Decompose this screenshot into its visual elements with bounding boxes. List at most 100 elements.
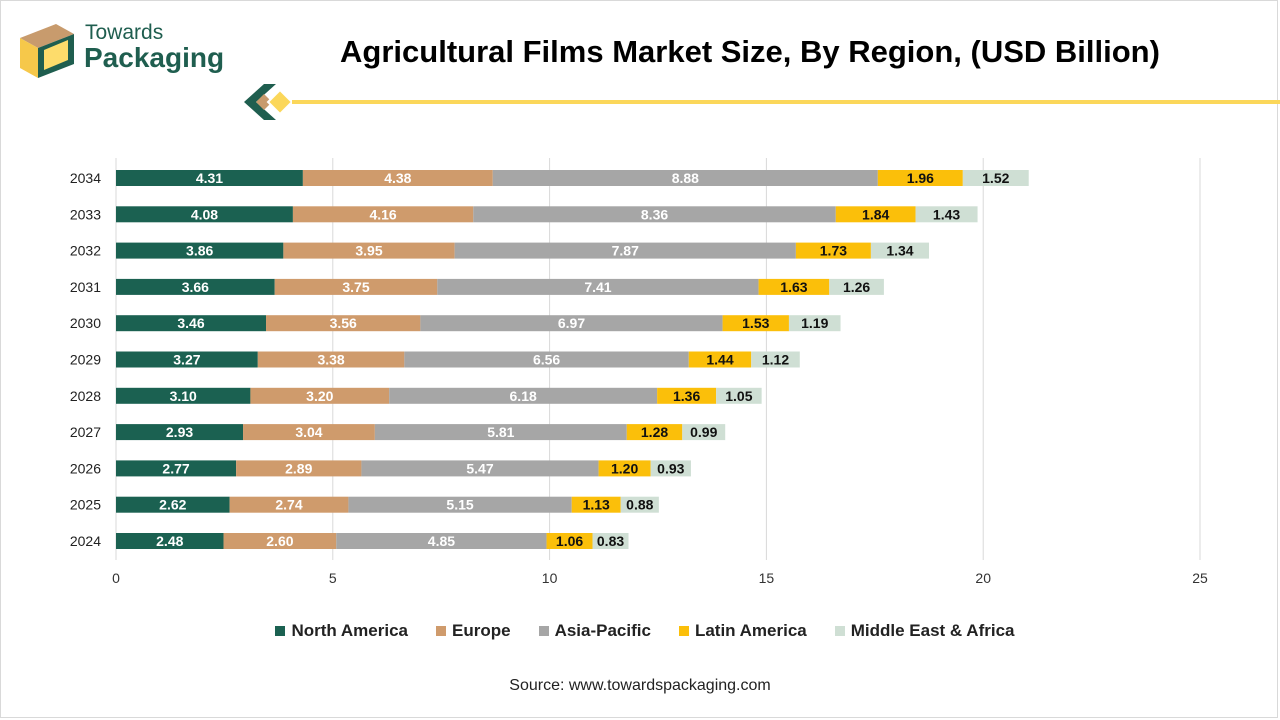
bar-segment xyxy=(473,206,836,223)
bar-data-label: 1.13 xyxy=(583,497,610,513)
bar-segment xyxy=(302,170,493,186)
bar-segment xyxy=(915,206,978,223)
bar-segment xyxy=(274,278,438,295)
bar-segment xyxy=(292,206,474,223)
bar-data-label: 6.18 xyxy=(510,388,537,404)
bar-segment xyxy=(361,460,599,477)
bar-data-label: 1.12 xyxy=(762,352,789,368)
bar-segment xyxy=(962,170,1029,186)
x-tick-label: 0 xyxy=(112,570,120,586)
category-label: 2034 xyxy=(70,170,101,186)
bar-segment xyxy=(835,206,916,223)
bar-segment xyxy=(492,170,878,186)
legend-swatch xyxy=(436,626,446,636)
legend-swatch xyxy=(538,626,549,636)
bar-segment xyxy=(870,242,929,259)
legend-label: Asia-Pacific xyxy=(554,621,651,640)
bar-data-label: 3.66 xyxy=(182,279,209,295)
x-tick-label: 20 xyxy=(975,570,991,586)
bar-data-label: 3.04 xyxy=(295,424,322,440)
bar-data-label: 7.41 xyxy=(584,279,611,295)
bar-segment xyxy=(116,206,293,223)
bar-segment xyxy=(682,424,726,441)
bar-data-label: 3.27 xyxy=(173,352,200,368)
bar-data-label: 6.56 xyxy=(533,352,560,368)
bar-segment xyxy=(257,351,405,368)
category-label: 2029 xyxy=(70,352,101,368)
bar-data-label: 7.87 xyxy=(612,243,639,259)
bar-data-label: 3.20 xyxy=(306,388,333,404)
bar-data-label: 0.83 xyxy=(597,533,624,549)
bar-data-label: 1.84 xyxy=(862,206,889,222)
divider-notch-icon xyxy=(256,94,272,110)
value-axis: 0 5 10 15 20 25 xyxy=(112,570,1208,586)
x-tick-label: 15 xyxy=(759,570,775,586)
bar-segment xyxy=(116,170,303,186)
bar-segment xyxy=(877,170,963,186)
bar-data-label: 3.75 xyxy=(342,279,369,295)
brand-line-2: Packaging xyxy=(84,42,225,73)
category-label: 2030 xyxy=(70,315,101,331)
legend-swatch xyxy=(834,626,845,636)
legend-label: North America xyxy=(291,621,408,640)
bar-segment xyxy=(116,496,230,513)
legend-label: Latin America xyxy=(694,621,807,640)
bar-segment xyxy=(795,242,871,259)
bar-segment xyxy=(758,278,830,295)
title-divider xyxy=(244,84,1280,120)
bar-data-label: 4.08 xyxy=(191,206,218,222)
bar-segment xyxy=(236,460,362,477)
bar-segment xyxy=(620,496,659,513)
legend-item: Asia-Pacific xyxy=(538,620,651,642)
x-tick-label: 5 xyxy=(329,570,337,586)
bar-data-label: 3.38 xyxy=(317,352,344,368)
bar-data-label: 1.19 xyxy=(801,315,828,331)
bar-data-label: 0.99 xyxy=(690,424,717,440)
bar-data-label: 1.63 xyxy=(780,279,807,295)
bar-segment xyxy=(116,351,258,368)
bar-segment xyxy=(116,278,275,295)
bar-segment xyxy=(657,387,717,404)
bar-segment xyxy=(404,351,689,368)
bar-data-label: 4.85 xyxy=(428,533,455,549)
bar-data-label: 3.10 xyxy=(170,388,197,404)
bar-segment xyxy=(437,278,759,295)
bar-data-label: 1.96 xyxy=(907,170,934,186)
bar-data-label: 2.62 xyxy=(159,497,186,513)
category-axis: 2034 2033 2032 2031 2030 2029 2028 2027 2026 2025… xyxy=(70,170,101,549)
x-tick-label: 10 xyxy=(542,570,558,586)
bar-data-label: 5.15 xyxy=(446,497,473,513)
bar-segment xyxy=(420,315,723,332)
category-label: 2031 xyxy=(70,279,101,295)
bar-data-label: 2.74 xyxy=(275,497,302,513)
bar-data-label: 1.06 xyxy=(556,533,583,549)
bar-data-label: 2.93 xyxy=(166,424,193,440)
bar-data-label: 0.88 xyxy=(626,497,653,513)
bar-data-label: 4.31 xyxy=(196,170,223,186)
bar-data-label: 3.95 xyxy=(355,243,382,259)
bar-data-label: 8.36 xyxy=(641,206,668,222)
x-tick-label: 25 xyxy=(1192,570,1208,586)
source-note: Source: www.towardspackaging.com xyxy=(509,677,771,694)
bar-data-label: 1.28 xyxy=(641,424,668,440)
bar-segment xyxy=(223,533,337,549)
bar-data-label: 2.89 xyxy=(285,460,312,476)
bar-data-label: 0.93 xyxy=(657,460,684,476)
bar-segment xyxy=(283,242,455,259)
legend-swatch xyxy=(275,626,286,636)
bar-segment xyxy=(116,387,251,404)
bar-segment xyxy=(266,315,421,332)
bar-data-label: 1.73 xyxy=(820,243,847,259)
category-label: 2032 xyxy=(70,243,101,259)
bar-segment xyxy=(722,315,789,332)
bar-data-label: 8.88 xyxy=(672,170,699,186)
bar-data-label: 3.46 xyxy=(177,315,204,331)
category-label: 2027 xyxy=(70,424,101,440)
bar-segment xyxy=(829,278,884,295)
category-label: 2028 xyxy=(70,388,101,404)
bar-data-label: 2.60 xyxy=(266,533,293,549)
legend-item: Europe xyxy=(436,620,511,642)
bar-segment xyxy=(546,533,593,549)
